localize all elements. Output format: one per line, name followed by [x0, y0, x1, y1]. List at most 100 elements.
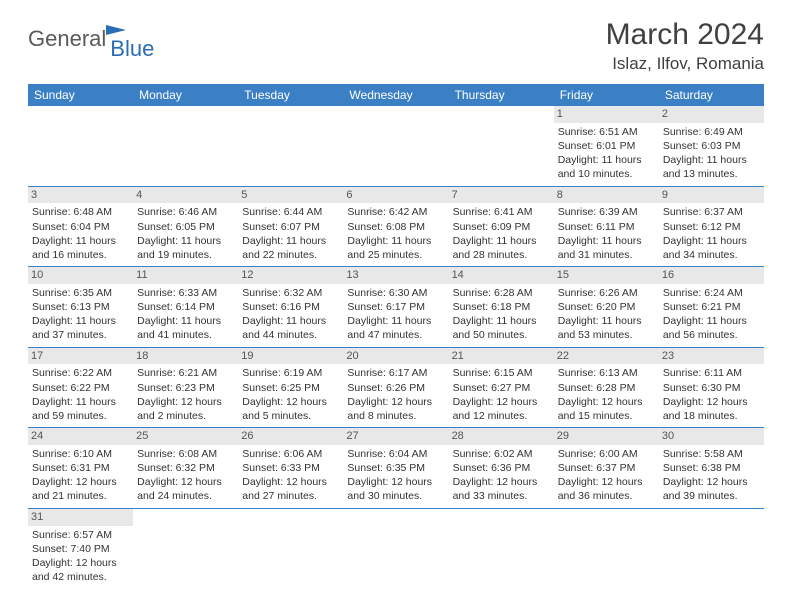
sunset-text: Sunset: 6:13 PM [32, 300, 129, 314]
day-number: 8 [554, 187, 659, 204]
day-cell: 18Sunrise: 6:21 AMSunset: 6:23 PMDayligh… [133, 348, 238, 428]
weekday-header: Tuesday [238, 84, 343, 106]
day-cell: 5Sunrise: 6:44 AMSunset: 6:07 PMDaylight… [238, 187, 343, 267]
sunrise-text: Sunrise: 6:24 AM [663, 286, 760, 300]
day-number: 9 [659, 187, 764, 204]
sunrise-text: Sunrise: 6:13 AM [558, 366, 655, 380]
sunrise-text: Sunrise: 5:58 AM [663, 447, 760, 461]
weekday-header: Wednesday [343, 84, 448, 106]
sunset-text: Sunset: 6:23 PM [137, 381, 234, 395]
day-cell [28, 106, 133, 186]
day-cell: 3Sunrise: 6:48 AMSunset: 6:04 PMDaylight… [28, 187, 133, 267]
day-number: 4 [133, 187, 238, 204]
day-cell: 26Sunrise: 6:06 AMSunset: 6:33 PMDayligh… [238, 428, 343, 508]
sunset-text: Sunset: 6:08 PM [347, 220, 444, 234]
sunrise-text: Sunrise: 6:02 AM [453, 447, 550, 461]
daylight-text: Daylight: 11 hours and 31 minutes. [558, 234, 655, 262]
sunrise-text: Sunrise: 6:39 AM [558, 205, 655, 219]
daylight-text: Daylight: 12 hours and 8 minutes. [347, 395, 444, 423]
day-cell: 16Sunrise: 6:24 AMSunset: 6:21 PMDayligh… [659, 267, 764, 347]
daylight-text: Daylight: 11 hours and 13 minutes. [663, 153, 760, 181]
day-number: 21 [449, 348, 554, 365]
sunset-text: Sunset: 6:07 PM [242, 220, 339, 234]
daylight-text: Daylight: 12 hours and 24 minutes. [137, 475, 234, 503]
sunrise-text: Sunrise: 6:41 AM [453, 205, 550, 219]
sunrise-text: Sunrise: 6:33 AM [137, 286, 234, 300]
day-number: 13 [343, 267, 448, 284]
day-number: 31 [28, 509, 133, 526]
sunset-text: Sunset: 6:11 PM [558, 220, 655, 234]
sunrise-text: Sunrise: 6:00 AM [558, 447, 655, 461]
day-number: 20 [343, 348, 448, 365]
week-row: 10 Sunrise: 6:35 AMSunset: 6:13 PM Dayligh… [28, 267, 764, 348]
sunrise-text: Sunrise: 6:10 AM [32, 447, 129, 461]
sunset-text: Sunset: 6:04 PM [32, 220, 129, 234]
weekday-header: Sunday [28, 84, 133, 106]
day-number: 18 [133, 348, 238, 365]
day-number: 10 [28, 267, 133, 284]
daylight-text: Daylight: 11 hours and 53 minutes. [558, 314, 655, 342]
sunset-text: Sunset: 6:31 PM [32, 461, 129, 475]
day-number: 30 [659, 428, 764, 445]
sunset-text: Sunset: 6:35 PM [347, 461, 444, 475]
sunset-text: Sunset: 6:33 PM [242, 461, 339, 475]
day-cell: 21Sunrise: 6:15 AMSunset: 6:27 PMDayligh… [449, 348, 554, 428]
sunset-text: Sunset: 6:38 PM [663, 461, 760, 475]
day-number: 11 [133, 267, 238, 284]
day-cell: 11Sunrise: 6:33 AMSunset: 6:14 PMDayligh… [133, 267, 238, 347]
weekday-header: Monday [133, 84, 238, 106]
logo-text-blue: Blue [110, 36, 154, 62]
sunrise-text: Sunrise: 6:57 AM [32, 528, 129, 542]
daylight-text: Daylight: 12 hours and 18 minutes. [663, 395, 760, 423]
sunset-text: Sunset: 6:26 PM [347, 381, 444, 395]
month-title: March 2024 [606, 18, 764, 52]
daylight-text: Daylight: 11 hours and 44 minutes. [242, 314, 339, 342]
daylight-text: Daylight: 12 hours and 30 minutes. [347, 475, 444, 503]
sunrise-text: Sunrise: 6:28 AM [453, 286, 550, 300]
sunset-text: Sunset: 6:01 PM [558, 139, 655, 153]
day-cell [449, 509, 554, 589]
week-row: 17Sunrise: 6:22 AMSunset: 6:22 PMDayligh… [28, 348, 764, 429]
day-cell [238, 509, 343, 589]
sunset-text: Sunset: 6:32 PM [137, 461, 234, 475]
sunset-text: Sunset: 6:21 PM [663, 300, 760, 314]
day-number: 19 [238, 348, 343, 365]
sunset-text: Sunset: 6:03 PM [663, 139, 760, 153]
sunrise-text: Sunrise: 6:11 AM [663, 366, 760, 380]
sunrise-text: Sunrise: 6:30 AM [347, 286, 444, 300]
day-cell: 8Sunrise: 6:39 AMSunset: 6:11 PMDaylight… [554, 187, 659, 267]
daylight-text: Daylight: 12 hours and 15 minutes. [558, 395, 655, 423]
sunrise-text: Sunrise: 6:44 AM [242, 205, 339, 219]
day-cell: 6Sunrise: 6:42 AMSunset: 6:08 PMDaylight… [343, 187, 448, 267]
sunset-text: Sunset: 6:16 PM [242, 300, 339, 314]
sunset-text: Sunset: 6:09 PM [453, 220, 550, 234]
daylight-text: Daylight: 11 hours and 59 minutes. [32, 395, 129, 423]
logo: General Blue [28, 26, 154, 52]
daylight-text: Daylight: 11 hours and 19 minutes. [137, 234, 234, 262]
sunrise-text: Sunrise: 6:35 AM [32, 286, 129, 300]
day-cell: 15Sunrise: 6:26 AMSunset: 6:20 PMDayligh… [554, 267, 659, 347]
daylight-text: Daylight: 12 hours and 42 minutes. [32, 556, 129, 584]
sunrise-text: Sunrise: 6:17 AM [347, 366, 444, 380]
day-cell [343, 509, 448, 589]
day-number: 2 [659, 106, 764, 123]
day-cell: 13Sunrise: 6:30 AMSunset: 6:17 PMDayligh… [343, 267, 448, 347]
daylight-text: Daylight: 11 hours and 50 minutes. [453, 314, 550, 342]
day-number: 25 [133, 428, 238, 445]
sunset-text: Sunset: 6:18 PM [453, 300, 550, 314]
day-number: 3 [28, 187, 133, 204]
sunset-text: Sunset: 6:22 PM [32, 381, 129, 395]
day-number: 15 [554, 267, 659, 284]
daylight-text: Daylight: 11 hours and 10 minutes. [558, 153, 655, 181]
day-cell [659, 509, 764, 589]
calendar: SundayMondayTuesdayWednesdayThursdayFrid… [28, 84, 764, 588]
sunrise-text: Sunrise: 6:49 AM [663, 125, 760, 139]
sunrise-text: Sunrise: 6:46 AM [137, 205, 234, 219]
day-number: 26 [238, 428, 343, 445]
header: General Blue March 2024 Islaz, Ilfov, Ro… [28, 18, 764, 74]
sunset-text: Sunset: 6:30 PM [663, 381, 760, 395]
daylight-text: Daylight: 12 hours and 39 minutes. [663, 475, 760, 503]
daylight-text: Daylight: 12 hours and 2 minutes. [137, 395, 234, 423]
day-cell: 30 Sunrise: 5:58 AMSunset: 6:38 PMDayligh… [659, 428, 764, 508]
day-number: 1 [554, 106, 659, 123]
